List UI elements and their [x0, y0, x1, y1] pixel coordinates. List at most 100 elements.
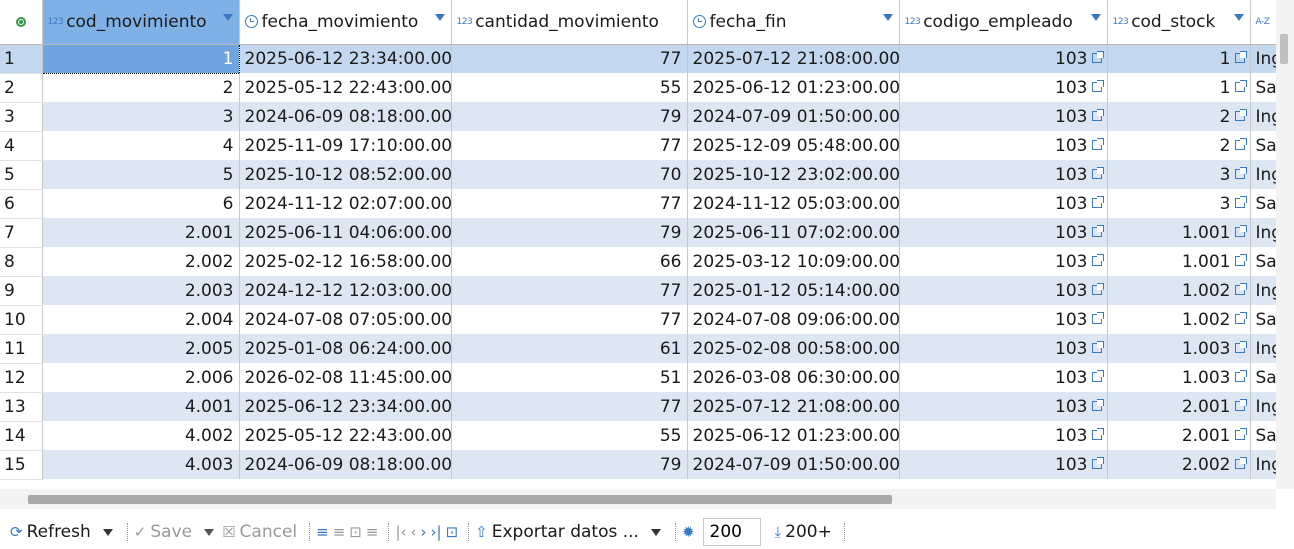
table-row[interactable]: 11 2.005 2025-01-08 06:24:00.000 61 2025-02-…	[0, 334, 1276, 364]
cell-codigo-empleado[interactable]: 103	[899, 450, 1108, 479]
foreign-key-link-icon[interactable]	[1091, 282, 1104, 295]
column-header-codigo-empleado[interactable]: 123 codigo_empleado	[899, 0, 1108, 45]
results-grid[interactable]: 123 cod_movimiento fecha_movimiento 123 ca…	[0, 0, 1276, 489]
foreign-key-link-icon[interactable]	[1234, 253, 1247, 266]
cell-cod-stock[interactable]: 1	[1107, 73, 1251, 102]
first-page-icon[interactable]: |‹	[395, 523, 407, 541]
cell-fecha-movimiento[interactable]: 2025-05-12 22:43:00.000	[239, 73, 452, 102]
cell-tipo[interactable]: Ing	[1250, 218, 1276, 247]
horizontal-scrollbar[interactable]	[0, 489, 1276, 509]
cell-cod-movimiento[interactable]: 1	[41, 43, 240, 74]
column-filter-icon[interactable]	[882, 14, 893, 21]
row-number[interactable]: 11	[0, 334, 43, 364]
cell-cod-movimiento[interactable]: 4.003	[42, 450, 240, 479]
cell-cod-movimiento[interactable]: 4.002	[42, 421, 240, 450]
cell-fecha-movimiento[interactable]: 2026-02-08 11:45:00.000	[239, 363, 452, 392]
cell-tipo[interactable]: Sa	[1250, 131, 1276, 160]
cell-tipo[interactable]: Sa	[1250, 363, 1276, 392]
cell-codigo-empleado[interactable]: 103	[899, 160, 1108, 189]
table-row[interactable]: 3 3 2024-06-09 08:18:00.000 79 2024-07-09 01…	[0, 102, 1276, 132]
previous-page-icon[interactable]: ‹	[410, 523, 417, 541]
cell-cod-movimiento[interactable]: 2	[42, 73, 240, 102]
cell-tipo[interactable]: Sa	[1250, 247, 1276, 276]
cell-fecha-movimiento[interactable]: 2025-06-12 23:34:00.000	[239, 44, 452, 73]
next-page-icon[interactable]: ›	[420, 523, 427, 541]
cell-fecha-fin[interactable]: 2026-03-08 06:30:00.000	[687, 363, 900, 392]
foreign-key-link-icon[interactable]	[1091, 340, 1104, 353]
foreign-key-link-icon[interactable]	[1091, 137, 1104, 150]
vertical-scrollbar[interactable]	[1276, 0, 1294, 489]
cell-fecha-fin[interactable]: 2025-06-12 01:23:00.000	[687, 421, 900, 450]
cell-tipo[interactable]: Sa	[1250, 189, 1276, 218]
cell-cod-stock[interactable]: 3	[1107, 160, 1251, 189]
cell-codigo-empleado[interactable]: 103	[899, 247, 1108, 276]
cell-cantidad-movimiento[interactable]: 79	[451, 218, 688, 247]
row-number[interactable]: 13	[0, 392, 43, 422]
cell-cod-movimiento[interactable]: 2.004	[42, 305, 240, 334]
cell-fecha-fin[interactable]: 2025-07-12 21:08:00.000	[687, 44, 900, 73]
save-dropdown-icon[interactable]	[204, 528, 215, 536]
table-row[interactable]: 6 6 2024-11-12 02:07:00.000 77 2024-11-12 05…	[0, 189, 1276, 219]
horizontal-scroll-thumb[interactable]	[28, 495, 892, 504]
foreign-key-link-icon[interactable]	[1091, 195, 1104, 208]
cell-cod-movimiento[interactable]: 2.006	[42, 363, 240, 392]
vertical-scroll-thumb[interactable]	[1280, 34, 1288, 64]
row-number[interactable]: 8	[0, 247, 43, 277]
row-number[interactable]: 7	[0, 218, 43, 248]
foreign-key-link-icon[interactable]	[1234, 311, 1247, 324]
foreign-key-link-icon[interactable]	[1234, 282, 1247, 295]
cell-codigo-empleado[interactable]: 103	[899, 73, 1108, 102]
foreign-key-link-icon[interactable]	[1234, 195, 1247, 208]
cell-fecha-movimiento[interactable]: 2024-12-12 12:03:00.000	[239, 276, 452, 305]
cell-fecha-movimiento[interactable]: 2025-11-09 17:10:00.000	[239, 131, 452, 160]
foreign-key-link-icon[interactable]	[1091, 311, 1104, 324]
cell-cod-movimiento[interactable]: 2.003	[42, 276, 240, 305]
foreign-key-link-icon[interactable]	[1234, 398, 1247, 411]
cell-fecha-movimiento[interactable]: 2024-11-12 02:07:00.000	[239, 189, 452, 218]
cell-fecha-fin[interactable]: 2025-06-12 01:23:00.000	[687, 73, 900, 102]
foreign-key-link-icon[interactable]	[1234, 369, 1247, 382]
cell-cod-stock[interactable]: 2.001	[1107, 392, 1251, 421]
cell-fecha-movimiento[interactable]: 2025-01-08 06:24:00.000	[239, 334, 452, 363]
cell-fecha-fin[interactable]: 2025-07-12 21:08:00.000	[687, 392, 900, 421]
row-number[interactable]: 15	[0, 450, 43, 480]
foreign-key-link-icon[interactable]	[1234, 50, 1247, 63]
cell-fecha-fin[interactable]: 2024-07-09 01:50:00.000	[687, 102, 900, 131]
cell-fecha-movimiento[interactable]: 2025-10-12 08:52:00.000	[239, 160, 452, 189]
foreign-key-link-icon[interactable]	[1234, 137, 1247, 150]
row-number[interactable]: 1	[0, 44, 43, 74]
cell-codigo-empleado[interactable]: 103	[899, 218, 1108, 247]
cell-tipo[interactable]: Ing	[1250, 392, 1276, 421]
cell-cod-movimiento[interactable]: 4.001	[42, 392, 240, 421]
cell-cantidad-movimiento[interactable]: 66	[451, 247, 688, 276]
foreign-key-link-icon[interactable]	[1234, 79, 1247, 92]
add-row-icon[interactable]: ≡	[332, 523, 346, 541]
column-filter-icon[interactable]	[222, 14, 233, 21]
row-number[interactable]: 9	[0, 276, 43, 306]
row-number[interactable]: 5	[0, 160, 43, 190]
cell-fecha-movimiento[interactable]: 2025-06-11 04:06:00.000	[239, 218, 452, 247]
cell-cod-movimiento[interactable]: 2.001	[42, 218, 240, 247]
cell-fecha-fin[interactable]: 2024-07-08 09:06:00.000	[687, 305, 900, 334]
foreign-key-link-icon[interactable]	[1234, 456, 1247, 469]
row-number[interactable]: 2	[0, 73, 43, 103]
cell-fecha-fin[interactable]: 2024-07-09 01:50:00.000	[687, 450, 900, 479]
cell-cod-stock[interactable]: 1.001	[1107, 218, 1251, 247]
table-row[interactable]: 5 5 2025-10-12 08:52:00.000 70 2025-10-12 23…	[0, 160, 1276, 190]
cell-cantidad-movimiento[interactable]: 51	[451, 363, 688, 392]
row-number-header[interactable]	[0, 0, 43, 45]
cell-fecha-movimiento[interactable]: 2024-06-09 08:18:00.000	[239, 450, 452, 479]
table-row[interactable]: 2 2 2025-05-12 22:43:00.000 55 2025-06-12 01…	[0, 73, 1276, 103]
cell-tipo[interactable]: Ing	[1250, 102, 1276, 131]
delete-row-icon[interactable]: ≡	[365, 523, 379, 541]
cell-fecha-fin[interactable]: 2024-11-12 05:03:00.000	[687, 189, 900, 218]
row-number[interactable]: 6	[0, 189, 43, 219]
cell-cod-movimiento[interactable]: 2.005	[42, 334, 240, 363]
fetch-all-icon[interactable]: ⊡	[445, 523, 459, 541]
cell-cantidad-movimiento[interactable]: 77	[451, 392, 688, 421]
column-header-cod-movimiento[interactable]: 123 cod_movimiento	[42, 0, 240, 45]
cell-tipo[interactable]: Ing	[1250, 450, 1276, 479]
row-number[interactable]: 14	[0, 421, 43, 451]
foreign-key-link-icon[interactable]	[1234, 427, 1247, 440]
cell-cod-stock[interactable]: 2	[1107, 131, 1251, 160]
